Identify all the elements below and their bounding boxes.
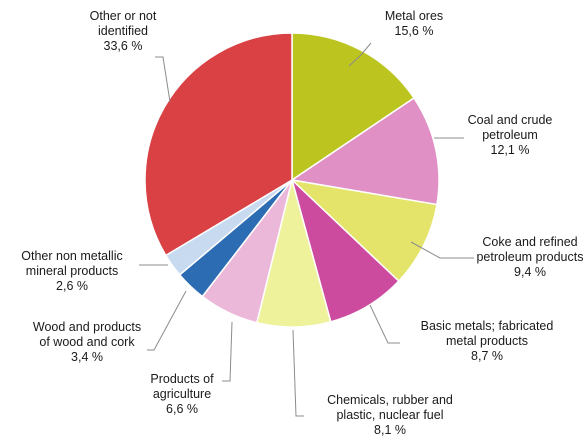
slice-name-label: Basic metals; fabricated xyxy=(421,319,554,333)
pie-slice xyxy=(291,32,416,182)
slice-name-label: Other or not xyxy=(90,9,157,23)
slice-label: Coke and refined petroleum products 9,4 % xyxy=(476,235,583,279)
slice-label: Other non metallic mineral products 2,6 % xyxy=(21,249,122,293)
slice-value-label: 12,1 % xyxy=(491,143,530,157)
slice-label: Wood and products of wood and cork 3,4 % xyxy=(33,320,141,364)
slice-name-label: plastic, nuclear fuel xyxy=(336,408,443,422)
slice-value-label: 9,4 % xyxy=(514,265,546,279)
slice-name-label: petroleum products xyxy=(476,250,583,264)
leader-line xyxy=(369,304,400,344)
leader-line xyxy=(147,290,187,351)
slice-name-label: metal products xyxy=(446,334,528,348)
slice-name-label: petroleum xyxy=(482,128,538,142)
leader-line xyxy=(348,42,372,67)
slice-name-label: Coke and refined xyxy=(482,235,577,249)
slice-value-label: 2,6 % xyxy=(56,279,88,293)
slice-label: Basic metals; fabricated metal products 8,… xyxy=(421,319,554,363)
slice-name-label: Wood and products xyxy=(33,320,141,334)
pie-slice xyxy=(289,178,438,283)
leader-line xyxy=(155,56,171,103)
slice-value-label: 8,1 % xyxy=(374,423,406,437)
leader-line xyxy=(410,241,474,259)
slice-name-label: mineral products xyxy=(26,264,118,278)
slice-label: Chemicals, rubber and plastic, nuclear fu… xyxy=(327,393,453,437)
pie-slice xyxy=(144,32,293,257)
slice-value-label: 6,6 % xyxy=(166,402,198,416)
leader-line xyxy=(222,321,233,382)
slice-name-label: of wood and cork xyxy=(39,335,135,349)
slice-name-label: Coal and crude xyxy=(468,113,553,127)
slice-value-label: 15,6 % xyxy=(395,24,434,38)
slice-name-label: Products of xyxy=(150,372,214,386)
slice-name-label: Other non metallic xyxy=(21,249,122,263)
slice-label: Metal ores 15,6 % xyxy=(385,9,443,38)
slice-name-label: Chemicals, rubber and xyxy=(327,393,453,407)
leader-lines xyxy=(139,42,474,417)
leader-line xyxy=(292,329,304,417)
slice-name-label: identified xyxy=(98,24,148,38)
slice-name-label: Metal ores xyxy=(385,9,443,23)
slice-value-label: 3,4 % xyxy=(71,350,103,364)
slice-value-label: 33,6 % xyxy=(104,39,143,53)
pie-slices xyxy=(144,32,440,328)
slice-labels: Metal ores 15,6 %Coal and crude petroleum 1… xyxy=(21,9,583,437)
slice-label: Coal and crude petroleum 12,1 % xyxy=(468,113,553,157)
slice-label: Products of agriculture 6,6 % xyxy=(150,372,214,416)
slice-value-label: 8,7 % xyxy=(471,349,503,363)
slice-label: Other or not identified 33,6 % xyxy=(90,9,157,53)
pie-slice xyxy=(290,96,440,206)
slice-name-label: agriculture xyxy=(153,387,211,401)
